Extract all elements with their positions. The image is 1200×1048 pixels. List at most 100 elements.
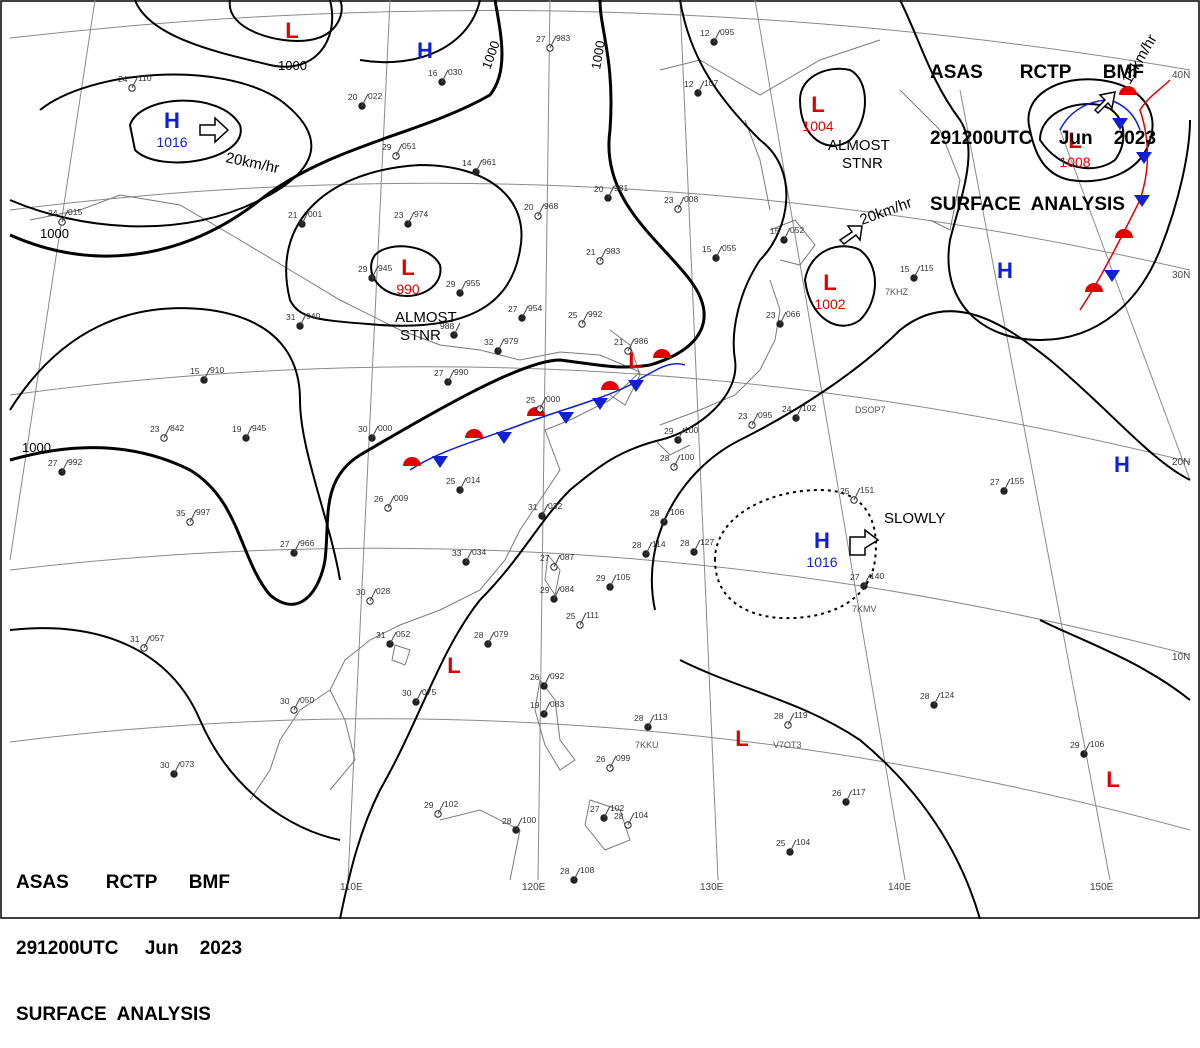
warm-front-symbol	[1085, 283, 1103, 292]
isobar-central-1000	[9, 0, 504, 258]
station-temperature: 25	[566, 611, 576, 621]
station-pressure: 992	[588, 309, 602, 319]
station-pressure: 106	[670, 507, 684, 517]
wind-barb	[645, 541, 653, 555]
station-pressure: 114	[652, 539, 666, 549]
warm-front-symbol	[465, 429, 483, 438]
station-temperature: 29	[358, 264, 368, 274]
wind-barb	[521, 305, 529, 319]
header-line-2: 291200UTC Jun 2023	[16, 938, 243, 959]
center-pressure-value: 1016	[156, 134, 187, 150]
header-line-1: ASAS RCTP BMF	[16, 872, 230, 893]
station-temperature: 23	[150, 424, 160, 434]
station-temperature: 24	[782, 404, 792, 414]
station-pressure: 910	[210, 365, 224, 375]
station-temperature: 23	[738, 411, 748, 421]
cold-front-symbol	[432, 456, 448, 468]
high-pressure-center: H	[417, 38, 433, 63]
wind-barb	[573, 867, 581, 881]
low-pressure-center: L	[823, 270, 836, 295]
wind-barb	[447, 369, 455, 383]
wind-barb	[497, 338, 505, 352]
station-pressure: 079	[494, 629, 508, 639]
isobar-east-ridge	[899, 0, 1191, 342]
station-temperature: 28	[634, 713, 644, 723]
station-code: DSOP7	[855, 405, 886, 415]
station-plot: 33 034	[452, 547, 486, 566]
wind-barb	[603, 805, 611, 819]
station-temperature: 29	[424, 800, 434, 810]
station-plot: 30 075	[402, 687, 436, 706]
station-plot: 31 057	[130, 633, 164, 652]
wind-barb	[415, 689, 423, 703]
station-plot: 23 842	[150, 423, 184, 442]
high-pressure-center: H	[814, 528, 830, 553]
wind-barb	[407, 211, 415, 225]
station-pressure: 990	[454, 367, 468, 377]
station-pressure: 087	[560, 552, 574, 562]
wind-barb	[783, 227, 791, 241]
station-pressure: 151	[860, 485, 874, 495]
coast-luzon	[534, 678, 576, 771]
station-temperature: 27	[540, 553, 550, 563]
station-temperature: 25	[446, 476, 456, 486]
warm-front-symbol	[1119, 86, 1137, 95]
isobar-north-left-2	[228, 0, 343, 42]
wind-barb	[693, 539, 701, 553]
station-temperature: 28	[474, 630, 484, 640]
station-plot: 27 992	[48, 457, 82, 476]
wind-barb	[173, 761, 181, 775]
station-pressure: 105	[616, 572, 630, 582]
station-plot: 24 110	[118, 73, 152, 92]
isobar-1004	[798, 67, 866, 147]
station-plot: 28 108	[560, 865, 594, 884]
station-plot: 30 000	[358, 423, 392, 442]
station-plot: 32 979	[484, 336, 518, 355]
wind-barb	[673, 454, 681, 468]
station-pressure: 095	[720, 27, 734, 37]
station-plot: 20 968	[524, 201, 558, 220]
wind-barb	[441, 69, 449, 83]
wind-barb	[553, 554, 561, 568]
station-temperature: 27	[850, 572, 860, 582]
longitude-label: 140E	[888, 882, 912, 893]
station-pressure: 022	[368, 91, 382, 101]
station-temperature: 27	[990, 477, 1000, 487]
wind-barb	[627, 812, 635, 826]
station-plot: 24 102	[782, 403, 816, 422]
wind-barb	[515, 817, 523, 831]
station-pressure: 102	[802, 403, 816, 413]
wind-barb	[609, 755, 617, 769]
isobar-1008-outer	[1027, 78, 1154, 183]
station-temperature: 19	[530, 700, 540, 710]
station-temperature: 35	[176, 508, 186, 518]
station-temperature: 15	[190, 366, 200, 376]
wind-barb	[913, 265, 921, 279]
station-temperature: 24	[118, 74, 128, 84]
station-plot: 25 104	[776, 837, 810, 856]
station-pressure: 009	[394, 493, 408, 503]
station-plot: 23 066	[766, 309, 800, 328]
wind-barb	[581, 311, 589, 325]
station-temperature: 30	[356, 587, 366, 597]
wind-barb	[609, 574, 617, 588]
station-plot: 31 032	[528, 501, 562, 520]
station-pressure: 945	[252, 423, 266, 433]
meridian-150e	[959, 89, 1111, 881]
station-plot: 31 940	[286, 311, 320, 330]
station-code-group: 7KHZ 7KMV 7KKU V7OT3 DSOP7	[635, 287, 909, 750]
wind-barb	[863, 573, 871, 587]
station-plot: 27 966	[280, 538, 314, 557]
station-temperature: 26	[596, 754, 606, 764]
station-plot: 30 028	[356, 586, 390, 605]
isobar-1016-dotted	[713, 488, 877, 620]
station-temperature: 28	[650, 508, 660, 518]
station-temperature: 26	[530, 672, 540, 682]
coast-indochina	[249, 689, 331, 801]
station-plot: 29 105	[596, 572, 630, 591]
station-pressure: 954	[528, 303, 542, 313]
header-top: ASAS RCTP BMF 291200UTC Jun 2023 SURFACE…	[930, 18, 1156, 238]
station-pressure: 057	[150, 633, 164, 643]
isobar-label: 1000	[278, 58, 307, 73]
station-pressure: 066	[786, 309, 800, 319]
